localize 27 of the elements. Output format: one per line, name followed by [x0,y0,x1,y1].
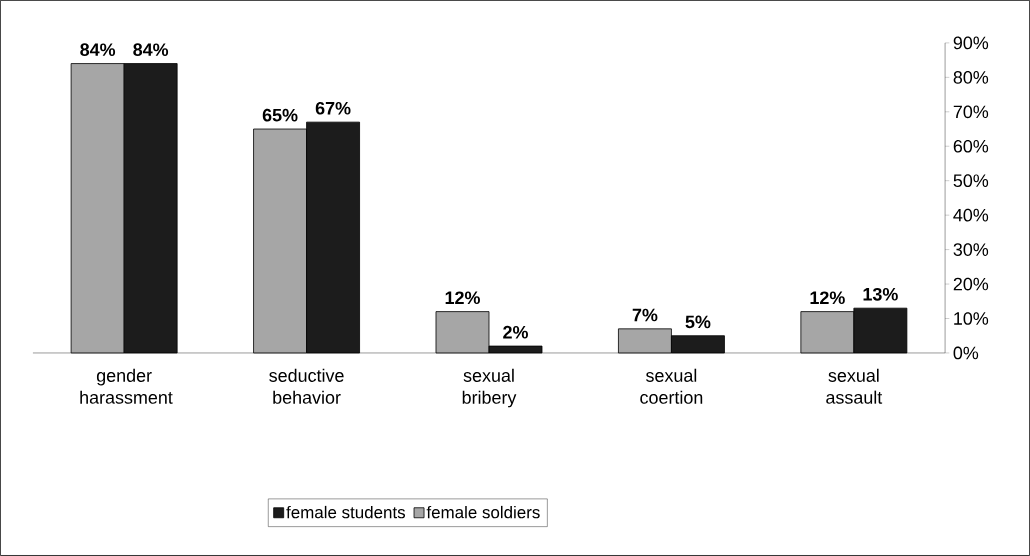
y-tick-label: 0% [953,346,979,360]
data-label: 13% [863,287,898,301]
y-tick-label: 40% [953,208,989,222]
x-tick-label: gender harassment [80,368,173,404]
data-label: 67% [315,101,351,115]
y-tick-label: 60% [953,139,989,153]
y-tick-label: 70% [953,105,989,119]
data-label: 2% [503,325,528,339]
x-tick-label: seductive behavior [269,368,344,404]
data-label: 65% [262,108,298,122]
data-label: 84% [133,43,169,57]
y-tick-label: 90% [953,36,989,50]
x-tick-label: sexual bribery [462,368,517,408]
y-tick-label: 80% [953,71,989,84]
data-label: 84% [80,43,116,57]
data-label: 5% [685,315,711,329]
legend-label: female soldiers [426,505,540,519]
y-tick-label: 20% [953,277,989,291]
y-tick-label: 30% [953,243,989,256]
data-label: 7% [632,308,658,322]
y-tick-label: 10% [954,312,989,325]
data-label: 12% [445,291,480,305]
y-tick-label: 50% [953,174,989,188]
x-tick-label: sexual coertion [640,368,703,404]
legend-label: female students [286,505,406,519]
data-label: 12% [810,291,845,305]
x-tick-label: sexual assault [826,368,883,404]
